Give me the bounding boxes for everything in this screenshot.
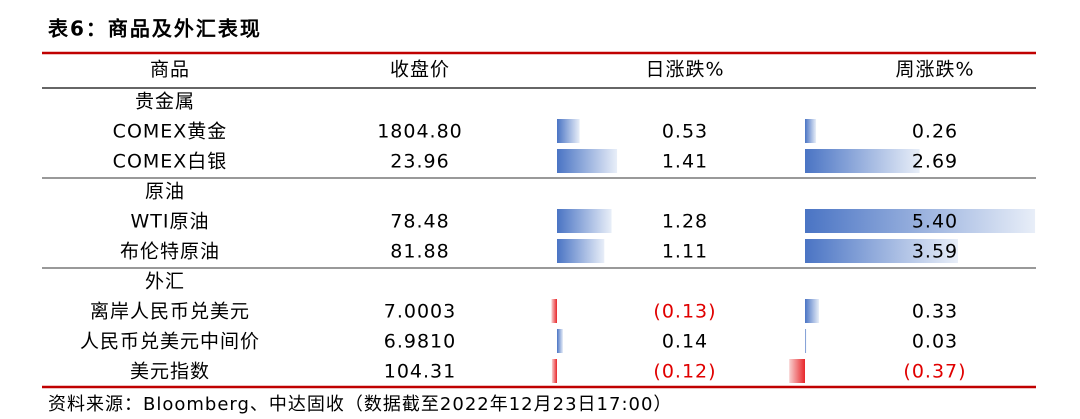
close-price: 81.88: [390, 241, 449, 263]
weekly-change: (0.37): [903, 361, 966, 383]
daily-change: 1.41: [662, 151, 708, 173]
data-bar: [805, 329, 807, 353]
daily-change: 1.28: [662, 211, 708, 233]
daily-change: 0.14: [662, 331, 708, 353]
close-price: 104.31: [384, 361, 456, 383]
data-bar: [805, 119, 817, 143]
daily-change: (0.12): [653, 361, 716, 383]
column-header: 周涨跌%: [895, 59, 974, 81]
weekly-change: 5.40: [912, 211, 958, 233]
daily-change: 1.11: [662, 241, 708, 263]
table-title: 表6：商品及外汇表现: [48, 17, 262, 41]
data-bar: [805, 209, 1036, 233]
data-bar: [551, 359, 557, 383]
row-label: COMEX黄金: [113, 121, 228, 143]
weekly-change: 2.69: [912, 151, 958, 173]
close-price: 78.48: [390, 211, 449, 233]
row-label: 美元指数: [130, 361, 210, 383]
row-label: WTI原油: [131, 211, 210, 233]
group-label: 原油: [145, 181, 185, 203]
column-header: 商品: [150, 59, 190, 81]
data-bar: [805, 149, 920, 173]
close-price: 23.96: [390, 151, 449, 173]
group-label: 外汇: [145, 271, 185, 293]
weekly-change: 0.33: [912, 301, 958, 323]
close-price: 7.0003: [384, 301, 456, 323]
daily-change: (0.13): [653, 301, 716, 323]
close-price: 1804.80: [377, 121, 463, 143]
data-bar: [789, 359, 805, 383]
data-bar: [557, 209, 612, 233]
column-header: 收盘价: [390, 59, 450, 81]
data-bar: [557, 119, 580, 143]
data-bar: [557, 329, 563, 353]
data-bar: [551, 299, 557, 323]
data-bar: [557, 239, 605, 263]
weekly-change: 3.59: [912, 241, 958, 263]
close-price: 6.9810: [384, 331, 456, 353]
source-note: 资料来源：Bloomberg、中达固收（数据截至2022年12月23日17:00…: [48, 394, 672, 415]
data-bar: [805, 299, 820, 323]
row-label: 离岸人民币兑美元: [90, 301, 250, 323]
data-bar: [805, 239, 958, 263]
row-label: COMEX白银: [113, 151, 228, 173]
daily-change: 0.53: [662, 121, 708, 143]
data-bar: [557, 149, 618, 173]
weekly-change: 0.03: [912, 331, 958, 353]
weekly-change: 0.26: [912, 121, 958, 143]
column-header: 日涨跌%: [645, 59, 724, 81]
group-label: 贵金属: [135, 91, 195, 113]
row-label: 人民币兑美元中间价: [80, 331, 260, 353]
row-label: 布伦特原油: [120, 241, 220, 263]
